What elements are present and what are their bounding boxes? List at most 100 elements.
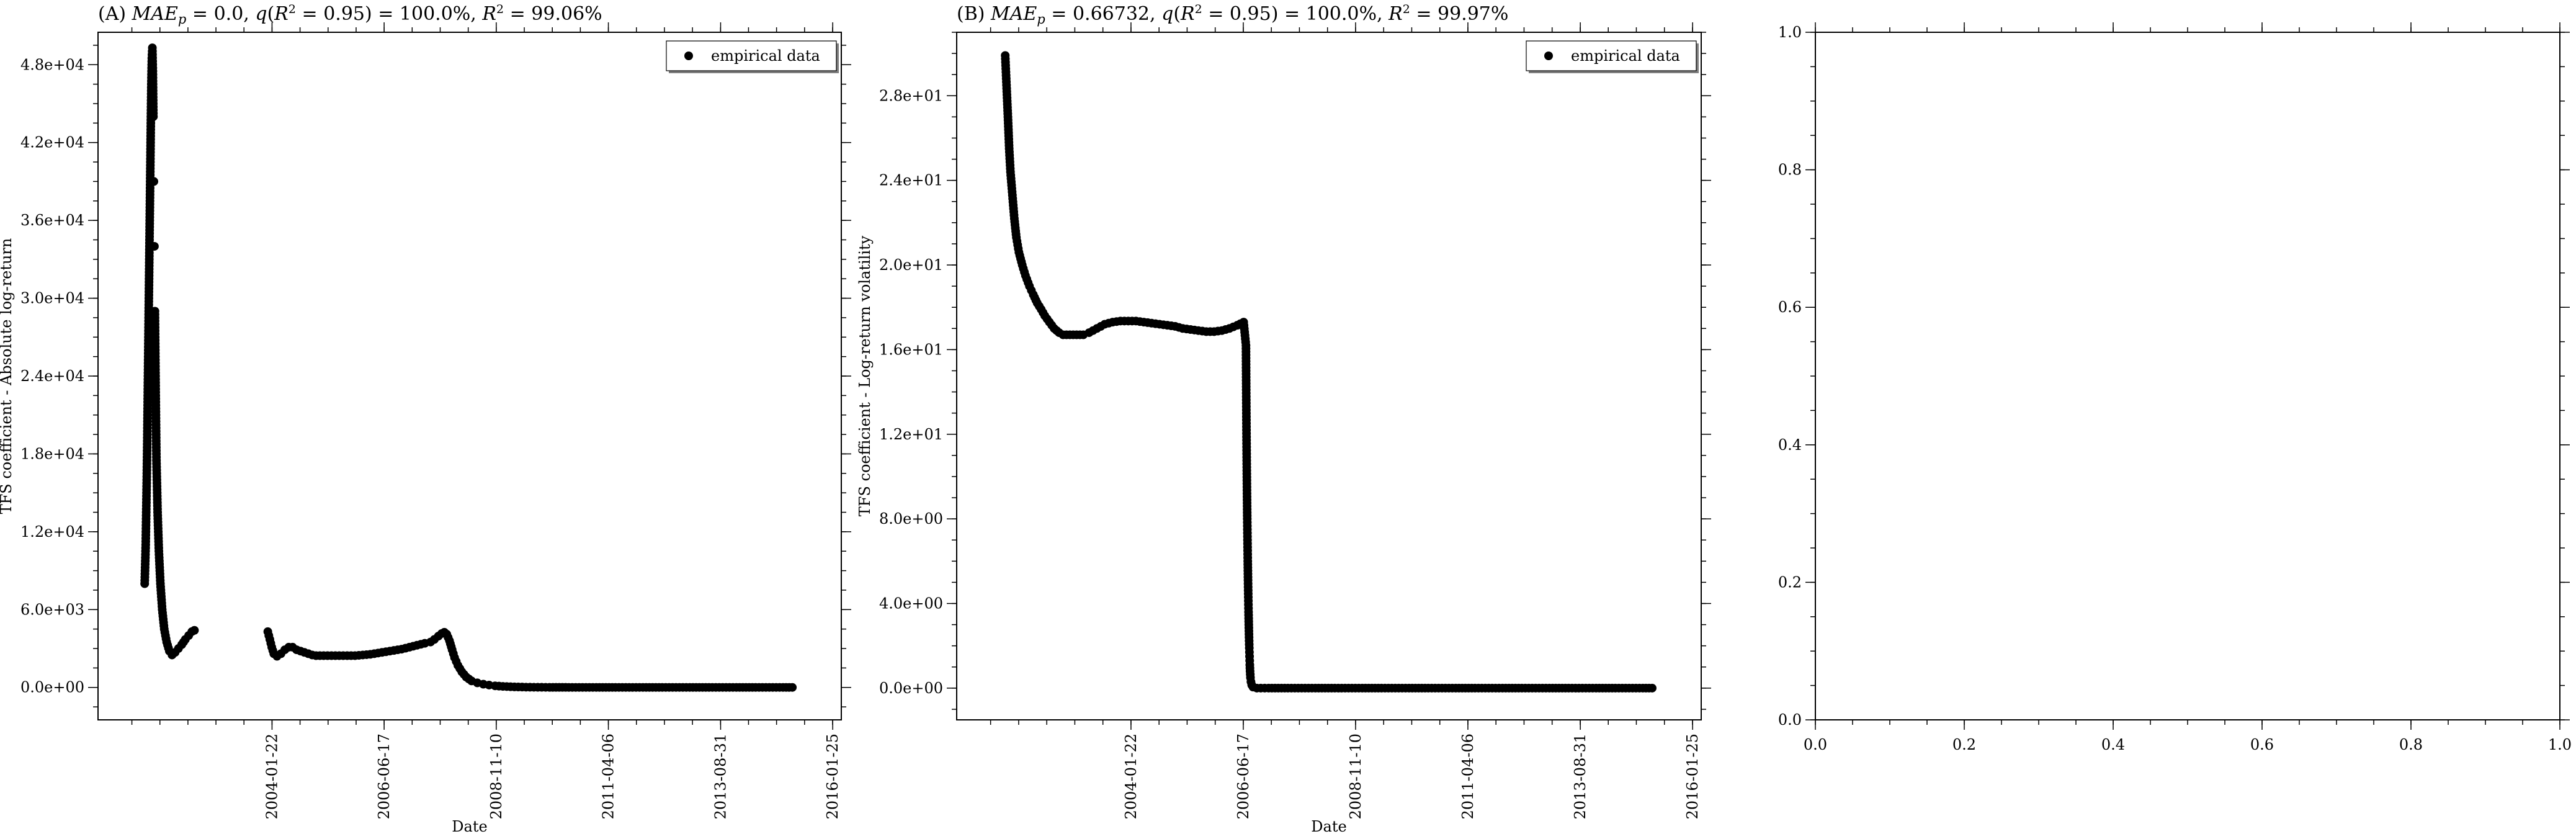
legend: empirical data [666, 40, 839, 73]
y-axis-label: TFS coefficient - Absolute log-return [0, 238, 15, 514]
data-point-fill [146, 167, 155, 176]
data-point-fill [1260, 683, 1269, 693]
data-point-fill [377, 648, 387, 657]
x-tick-label: 2004-01-22 [263, 734, 280, 819]
y-tick-label: 3.0e+04 [20, 290, 84, 307]
data-point-fill [1401, 683, 1410, 693]
data-point-fill [1374, 683, 1383, 693]
data-point-fill [1588, 683, 1598, 693]
x-tick-label: 2013-08-31 [1572, 734, 1589, 819]
data-point-fill [1190, 325, 1199, 334]
y-tick-label: 2.8e+01 [879, 87, 943, 104]
y-tick-label: 1.0 [1778, 24, 1802, 41]
chart-title: (A) MAEp = 0.0, q(R2 = 0.95) = 100.0%, R… [98, 2, 602, 27]
y-tick-label: 1.6e+01 [879, 341, 943, 358]
data-point-fill [370, 649, 379, 658]
data-point-fill [682, 683, 691, 692]
data-point-fill [1245, 629, 1254, 639]
legend-marker [1544, 52, 1553, 60]
data-point-fill [1228, 322, 1238, 331]
data-point-fill [1008, 187, 1017, 197]
data-point-fill [148, 63, 158, 73]
y-tick-label: 4.2e+04 [20, 134, 84, 151]
data-point-fill [1243, 553, 1253, 562]
data-point-fill [264, 631, 274, 640]
data-point-fill [401, 644, 410, 653]
data-point-fill [339, 651, 348, 660]
data-point-fill [452, 657, 461, 666]
data-point-fill [331, 651, 340, 660]
data-point-fill [1243, 589, 1253, 598]
plot-frame [956, 32, 1702, 720]
data-point-fill [1035, 302, 1044, 311]
y-tick-label: 0.4 [1778, 436, 1802, 454]
x-tick-label: 0.4 [2101, 736, 2125, 753]
legend: empirical data [1526, 40, 1699, 73]
data-point-fill [1042, 314, 1052, 323]
data-point-fill [416, 640, 426, 649]
x-tick-label: 1.0 [2548, 736, 2572, 753]
data-point-fill [1104, 318, 1113, 328]
x-tick-label: 0.2 [1952, 736, 1976, 753]
y-tick-label: 0.0e+00 [879, 680, 943, 697]
data-point-fill [1327, 683, 1336, 693]
data-point-fill [1120, 316, 1129, 326]
data-point-fill [517, 683, 527, 692]
y-tick-label: 4.8e+04 [20, 56, 84, 73]
data-point-fill [153, 505, 162, 514]
axis-ticks [947, 22, 1711, 730]
data-point-fill [701, 683, 710, 692]
data-point-fill [1039, 308, 1048, 317]
data-point-fill [1017, 257, 1026, 266]
data-point-fill [449, 649, 458, 658]
data-point-fill [494, 681, 504, 691]
data-point-fill [1242, 422, 1251, 431]
data-point-fill [748, 683, 757, 692]
data-point-fill [145, 258, 154, 267]
axis-ticks [88, 22, 851, 730]
data-point-fill [143, 349, 153, 358]
data-point-fill [393, 645, 403, 655]
y-tick-label: 4.0e+00 [879, 594, 943, 612]
data-point-fill [1020, 267, 1029, 277]
data-point-fill [1561, 683, 1570, 693]
data-point-fill [635, 683, 644, 692]
x-tick-label: 2008-11-10 [488, 734, 505, 819]
data-point-fill [1244, 617, 1253, 626]
data-point-fill [142, 478, 151, 488]
data-point-fill [1420, 683, 1429, 693]
x-tick-label: 2013-08-31 [712, 734, 729, 819]
data-point-fill [1307, 683, 1317, 693]
y-tick-label: 1.2e+04 [20, 523, 84, 541]
data-point-fill [1009, 210, 1019, 220]
y-axis-label: TFS coefficient - Log-return volatility [856, 235, 874, 516]
x-tick-label: 2016-01-25 [1684, 734, 1701, 819]
legend-marker [684, 52, 693, 60]
data-point-fill [1135, 317, 1145, 326]
x-tick-label: 2006-06-17 [1235, 734, 1252, 819]
data-point-fill [1467, 683, 1477, 693]
data-point-fill [1245, 663, 1254, 673]
x-tick-label: 2011-04-06 [1459, 734, 1477, 819]
x-tick-label: 2011-04-06 [600, 734, 617, 819]
data-point-fill [775, 683, 784, 692]
plot-frame [97, 32, 842, 720]
data-point-fill [1151, 319, 1160, 328]
data-point-fill [1246, 670, 1255, 679]
data-point-fill [179, 637, 188, 647]
data-point-fill [1354, 683, 1364, 693]
data-point-fill [323, 651, 332, 660]
data-point-fill [1006, 164, 1015, 173]
y-tick-label: 0.8 [1778, 161, 1802, 179]
data-point-fill [1243, 572, 1253, 581]
data-point-fill [354, 650, 364, 660]
data-point-fill [1214, 326, 1223, 336]
data-point-fill [409, 642, 418, 651]
data-point-fill [151, 355, 160, 364]
data-point-fill [141, 544, 150, 552]
y-tick-label: 3.6e+04 [20, 212, 84, 229]
data-point-fill [266, 639, 275, 648]
data-point-fill [728, 683, 738, 692]
data-point-fill [149, 109, 158, 118]
data-point-fill [141, 511, 151, 520]
